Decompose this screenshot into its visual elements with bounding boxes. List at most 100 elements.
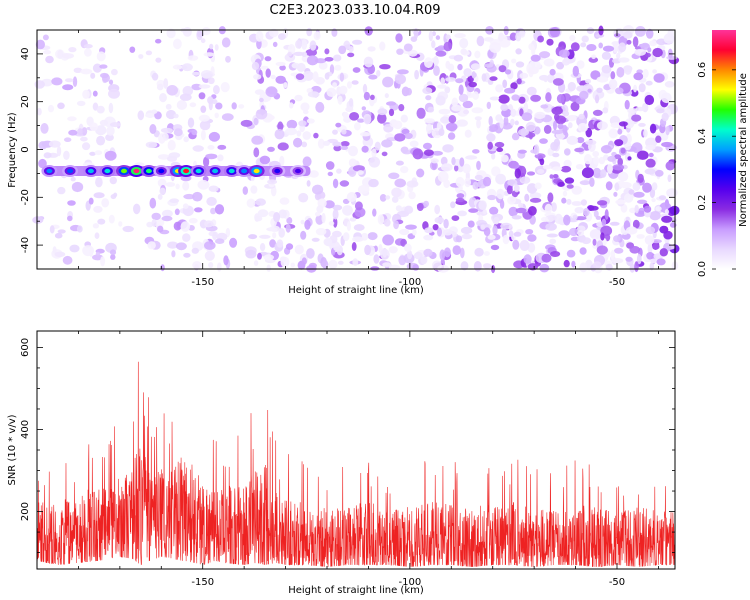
noise-blob [646,252,655,260]
noise-blob [588,56,599,63]
noise-blob [474,247,484,257]
noise-blob [443,41,453,52]
noise-blob [601,218,607,227]
noise-blob [416,203,424,211]
noise-blob [394,178,407,188]
noise-blob [651,198,656,203]
noise-blob [398,104,405,112]
noise-blob [589,229,602,240]
noise-blob [200,105,207,113]
noise-blob [558,230,570,239]
noise-blob [255,109,268,120]
noise-blob [63,137,72,142]
noise-blob [294,244,304,255]
noise-blob [208,185,219,192]
signal-hot-spot-core [295,168,301,174]
noise-blob [57,102,65,110]
noise-blob [510,82,518,90]
noise-blob [443,247,451,258]
noise-blob [579,90,589,100]
noise-blob [518,202,524,208]
noise-blob [586,27,595,34]
noise-blob [315,101,325,113]
noise-blob [592,109,603,116]
noise-blob [666,188,678,198]
noise-blob [159,93,167,103]
noise-blob [191,83,202,91]
noise-blob [354,122,361,131]
signal-hot-spot-core [67,168,74,174]
noise-blob [577,122,589,133]
noise-blob [105,134,114,141]
noise-blob [665,161,675,171]
noise-blob [393,120,403,130]
noise-blob [616,52,621,59]
noise-blob [352,236,364,242]
noise-blob [313,132,319,139]
noise-blob [490,244,500,251]
noise-blob [508,224,513,231]
noise-blob [563,259,570,268]
noise-blob [610,71,616,80]
noise-blob [133,203,141,215]
noise-blob [528,206,537,216]
noise-blob [593,156,600,165]
noise-blob [644,168,656,175]
noise-blob [541,253,552,263]
noise-blob [208,99,213,111]
noise-blob [625,256,633,262]
noise-blob [530,149,538,154]
noise-blob [209,43,214,50]
noise-blob [368,178,379,188]
noise-blob [182,203,189,209]
noise-blob [332,204,343,211]
noise-blob [293,137,303,148]
noise-blob [76,100,86,107]
noise-blob [377,112,387,124]
noise-blob [608,79,618,90]
noise-blob [364,244,371,256]
noise-blob [626,226,638,235]
noise-blob [437,227,442,237]
noise-blob [265,86,278,98]
noise-blob [549,27,561,38]
noise-blob [325,161,335,170]
noise-blob [253,117,259,126]
noise-blob [194,207,203,213]
noise-blob [343,232,350,242]
noise-blob [278,228,286,238]
noise-blob [503,25,509,36]
noise-blob [566,249,576,258]
noise-blob [300,219,305,225]
noise-blob [279,155,285,167]
noise-blob [499,199,505,209]
noise-blob [286,217,293,224]
noise-blob [587,88,592,93]
noise-blob [367,232,378,241]
noise-blob [368,156,381,168]
noise-blob [476,160,481,171]
noise-blob [633,191,645,198]
noise-blob [89,122,99,131]
noise-blob [615,199,626,205]
noise-blob [562,58,571,66]
noise-blob [165,182,176,187]
noise-blob [212,231,218,241]
noise-blob [265,68,271,78]
noise-blob [382,76,394,88]
noise-blob [576,137,585,144]
noise-blob [613,191,618,197]
noise-blob [517,149,527,154]
noise-blob [596,121,608,130]
noise-blob [283,82,288,89]
noise-blob [89,151,96,156]
noise-blob [407,49,418,57]
noise-blob [549,238,557,244]
noise-blob [40,122,49,134]
noise-blob [285,223,291,233]
noise-blob [167,139,176,151]
noise-blob [555,115,567,125]
noise-blob [84,48,92,57]
noise-blob [361,145,369,153]
noise-blob [545,92,552,103]
